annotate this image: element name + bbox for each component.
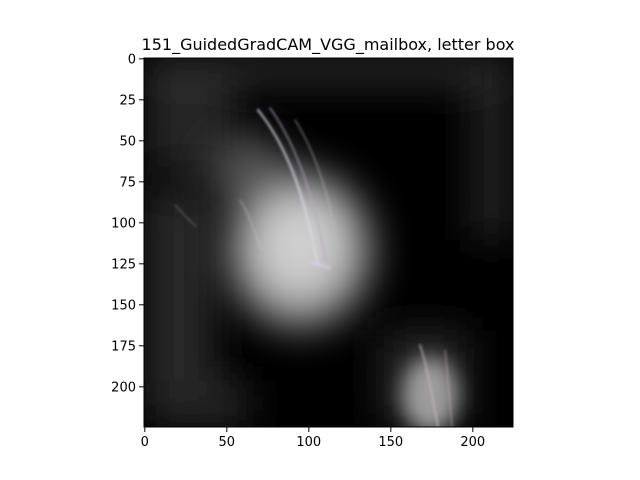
saliency-image xyxy=(144,58,513,427)
y-tick-label: 75 xyxy=(119,175,136,190)
x-tick-label: 100 xyxy=(296,435,321,450)
y-tick-label: 50 xyxy=(119,134,136,149)
y-tick-label: 125 xyxy=(111,257,136,272)
y-tick-label: 200 xyxy=(111,380,136,395)
y-tick-label: 150 xyxy=(111,298,136,313)
x-tick-label: 50 xyxy=(219,435,236,450)
axes-frame xyxy=(143,57,514,428)
x-tick-label: 150 xyxy=(378,435,403,450)
y-tick-label: 25 xyxy=(119,93,136,108)
y-axis-ticks: 0 25 50 75 100 125 150 175 200 xyxy=(111,52,144,395)
y-tick-label: 0 xyxy=(128,52,136,67)
x-tick-label: 200 xyxy=(460,435,485,450)
x-tick-label: 0 xyxy=(141,435,149,450)
plot-title: 151_GuidedGradCAM_VGG_mailbox, letter bo… xyxy=(142,35,515,55)
x-axis-ticks: 0 50 100 150 200 xyxy=(141,427,485,450)
y-tick-label: 175 xyxy=(111,339,136,354)
y-tick-label: 100 xyxy=(111,216,136,231)
